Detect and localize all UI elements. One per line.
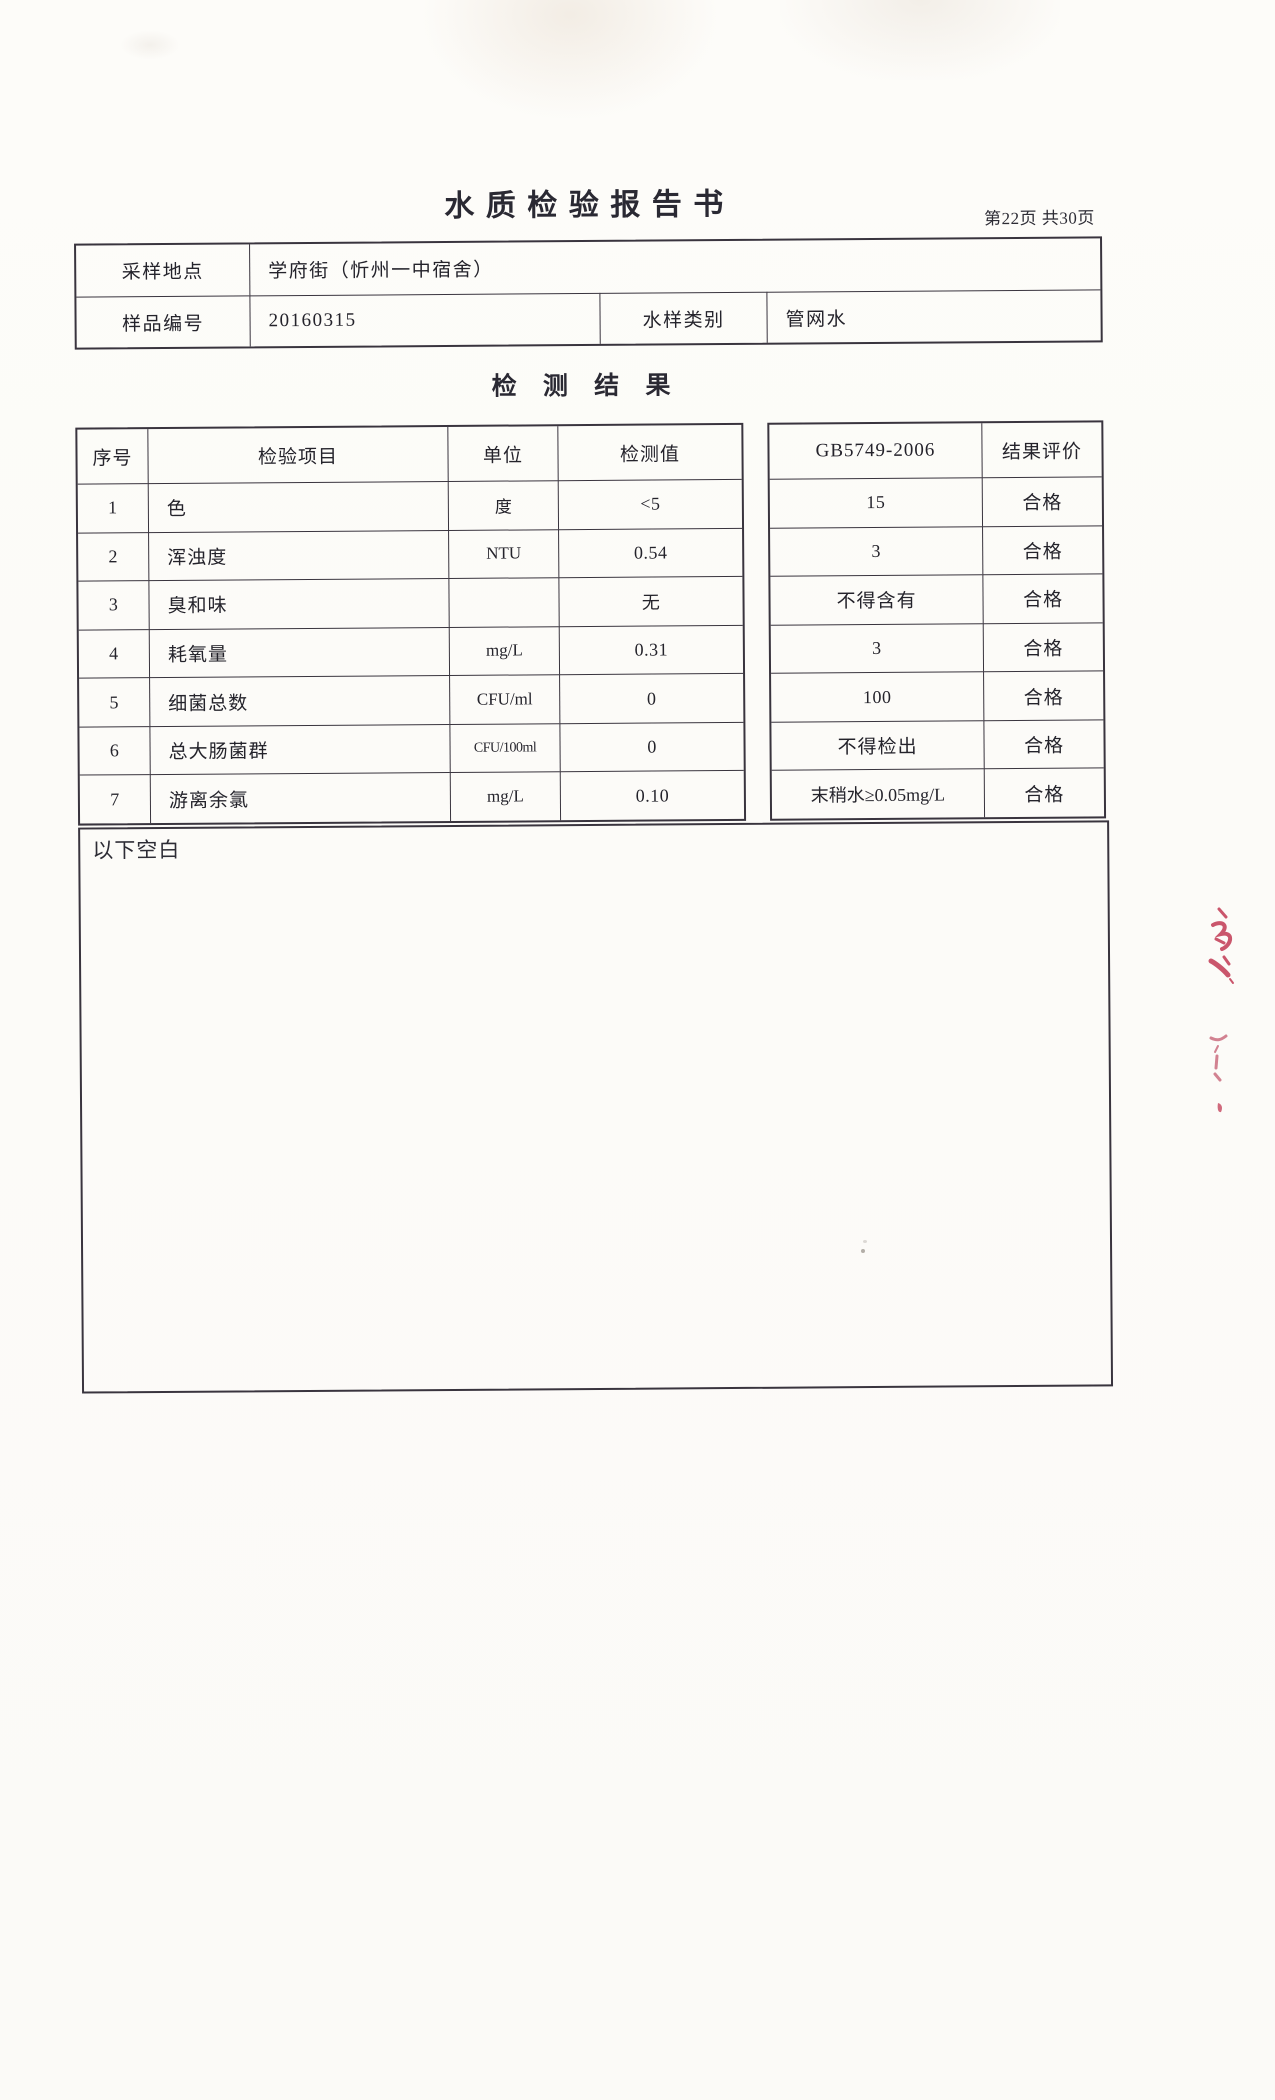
row-evaluation: 合格	[983, 670, 1104, 721]
page-indicator: 第22页 共30页	[984, 208, 1095, 229]
row-unit: mg/L	[449, 771, 561, 821]
sample-type-value: 管网水	[766, 289, 1101, 343]
col-header-index: 序号	[92, 447, 133, 469]
blank-note: 以下空白	[92, 837, 181, 863]
row-value: 0.31	[558, 624, 744, 675]
row-unit: mg/L	[448, 625, 560, 676]
row-unit: 度	[447, 480, 559, 530]
row-value: 0	[559, 673, 744, 724]
row-evaluation: 合格	[983, 767, 1105, 818]
sample-number-value: 20160315	[249, 292, 600, 347]
scan-speck	[861, 1240, 870, 1254]
blank-area-box: 以下空白	[78, 820, 1114, 1394]
row-evaluation: 合格	[983, 719, 1104, 769]
row-unit: NTU	[448, 528, 559, 579]
col-header-evaluation: 结果评价	[981, 422, 1102, 478]
sampling-location-value: 学府街（忻州一中宿舍）	[249, 238, 1101, 296]
row-unit: CFU/ml	[449, 674, 560, 724]
col-header-unit: 单位	[447, 426, 558, 481]
row-value: 0.10	[559, 770, 745, 821]
row-standard: 15	[769, 477, 983, 528]
row-item: 细菌总数	[149, 675, 450, 726]
sampling-location-label: 采样地点	[121, 261, 204, 284]
sample-info-table: 采样地点 学府街（忻州一中宿舍） 样品编号 20160315 水样类别 管网水	[74, 236, 1103, 350]
row-no: 4	[78, 628, 150, 678]
row-item: 总大肠菌群	[149, 723, 450, 775]
results-table-right: GB5749-2006 结果评价 15 合格 3 合格 不得含有 合格 3 合格…	[767, 420, 1107, 821]
row-item: 色	[147, 480, 449, 532]
report-title: 水 质 检 验 报 告 书	[444, 188, 726, 224]
row-value: 0	[559, 721, 744, 772]
row-unit	[448, 577, 559, 627]
row-unit: CFU/100ml	[449, 723, 560, 773]
row-item: 浑浊度	[148, 529, 449, 581]
row-no: 5	[79, 677, 150, 727]
row-standard: 3	[770, 622, 984, 674]
row-evaluation: 合格	[982, 622, 1104, 672]
row-standard: 100	[771, 671, 984, 722]
row-value: 无	[558, 576, 743, 626]
col-header-standard: GB5749-2006	[815, 439, 936, 462]
row-no: 2	[78, 531, 149, 581]
row-standard: 3	[770, 525, 983, 576]
section-heading: 检 测 结 果	[491, 372, 681, 401]
row-item: 游离余氯	[149, 772, 451, 824]
col-header-value: 检测值	[557, 424, 742, 481]
row-standard: 不得含有	[770, 574, 983, 625]
row-evaluation: 合格	[982, 524, 1103, 575]
row-no: 1	[77, 483, 149, 533]
row-evaluation: 合格	[982, 573, 1103, 623]
sample-type-label: 水样类别	[599, 291, 767, 344]
row-value: 0.54	[558, 527, 743, 578]
row-evaluation: 合格	[981, 476, 1103, 526]
sample-number-label: 样品编号	[76, 295, 250, 348]
row-standard: 不得检出	[771, 720, 984, 771]
col-header-item: 检验项目	[147, 426, 448, 484]
row-standard: 末稍水≥0.05mg/L	[771, 768, 985, 819]
row-value: <5	[557, 478, 743, 529]
row-item: 臭和味	[148, 578, 449, 629]
row-no: 6	[79, 725, 150, 775]
row-item: 耗氧量	[148, 626, 450, 678]
row-no: 3	[78, 580, 149, 630]
row-no: 7	[79, 774, 151, 824]
results-table-left: 序号 检验项目 单位 检测值 1 色 度 <5 2 浑浊度 NTU 0.54 3…	[75, 422, 747, 826]
